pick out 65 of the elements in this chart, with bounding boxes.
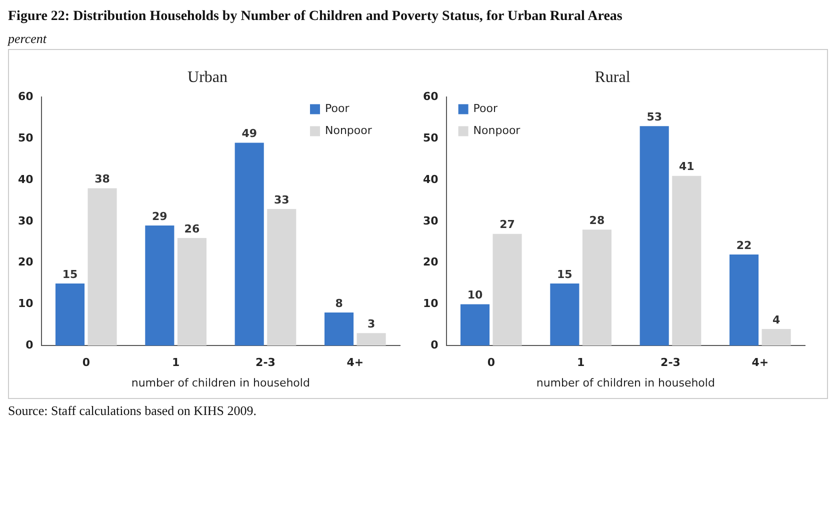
data-label: 26 <box>184 222 200 236</box>
legend-label: Nonpoor <box>473 124 521 138</box>
data-label: 29 <box>152 210 168 223</box>
data-label: 22 <box>736 238 752 252</box>
y-tick-label: 20 <box>18 256 34 269</box>
bar <box>582 230 612 346</box>
chart-title: Rural <box>594 68 631 86</box>
y-tick-label: 30 <box>18 214 34 228</box>
y-tick-label: 40 <box>18 172 34 186</box>
x-axis-title: number of children in household <box>536 376 715 390</box>
data-label: 10 <box>467 288 483 302</box>
data-label: 15 <box>62 268 78 281</box>
caption: Figure 22: Distribution Households by Number of Children and Poverty Status, for Urban Rural Areas <box>8 8 624 25</box>
x-tick-label: 4+ <box>346 356 364 370</box>
x-tick-label: 0 <box>82 356 90 370</box>
y-tick-label: 60 <box>422 90 439 104</box>
data-label: 3 <box>367 318 376 331</box>
source-note: Source: Staff calculations based on KIHS 2009. <box>8 403 258 419</box>
y-tick-label: 20 <box>422 256 439 269</box>
bar <box>267 208 296 346</box>
data-label: 38 <box>94 172 110 186</box>
bar <box>460 304 490 346</box>
y-tick-label: 60 <box>18 90 34 104</box>
data-label: 15 <box>557 268 572 281</box>
bar <box>324 312 354 346</box>
y-tick-label: 50 <box>422 131 439 144</box>
y-tick-label: 30 <box>422 214 439 228</box>
data-label: 8 <box>335 296 343 310</box>
x-tick-label: 0 <box>487 356 496 370</box>
y-tick-label: 40 <box>422 172 439 186</box>
y-tick-label: 0 <box>26 338 34 352</box>
legend-label: Poor <box>325 102 350 116</box>
data-label: 4 <box>772 313 780 326</box>
bar <box>729 254 759 346</box>
bar <box>672 176 702 346</box>
bar <box>640 126 669 346</box>
data-label: 28 <box>589 214 605 228</box>
bar <box>145 226 174 346</box>
x-tick-label: 1 <box>172 356 180 370</box>
data-label: 49 <box>242 127 258 140</box>
bar <box>88 188 117 346</box>
legend-label: Poor <box>473 102 498 116</box>
y-tick-label: 10 <box>18 297 34 310</box>
bar <box>492 234 522 346</box>
chart-title: Urban <box>188 68 228 86</box>
data-label: 53 <box>646 110 662 124</box>
x-tick-label: 2-3 <box>660 356 680 370</box>
y-tick-label: 0 <box>430 338 439 352</box>
y-tick-label: 10 <box>422 297 439 310</box>
bar <box>55 284 85 346</box>
bar <box>356 333 386 346</box>
y-axis-title: percent <box>8 31 48 47</box>
bar <box>550 284 580 346</box>
data-label: 27 <box>500 218 515 232</box>
data-label: 41 <box>678 160 694 174</box>
y-tick-label: 50 <box>18 131 34 144</box>
data-label: 33 <box>274 193 290 206</box>
x-tick-label: 1 <box>576 356 585 370</box>
legend-label: Nonpoor <box>325 124 372 138</box>
x-tick-label: 2-3 <box>256 356 276 370</box>
bar <box>762 329 791 346</box>
x-axis-title: number of children in household <box>131 376 310 390</box>
bar <box>234 142 264 346</box>
bar <box>177 238 206 346</box>
x-tick-label: 4+ <box>752 356 769 370</box>
